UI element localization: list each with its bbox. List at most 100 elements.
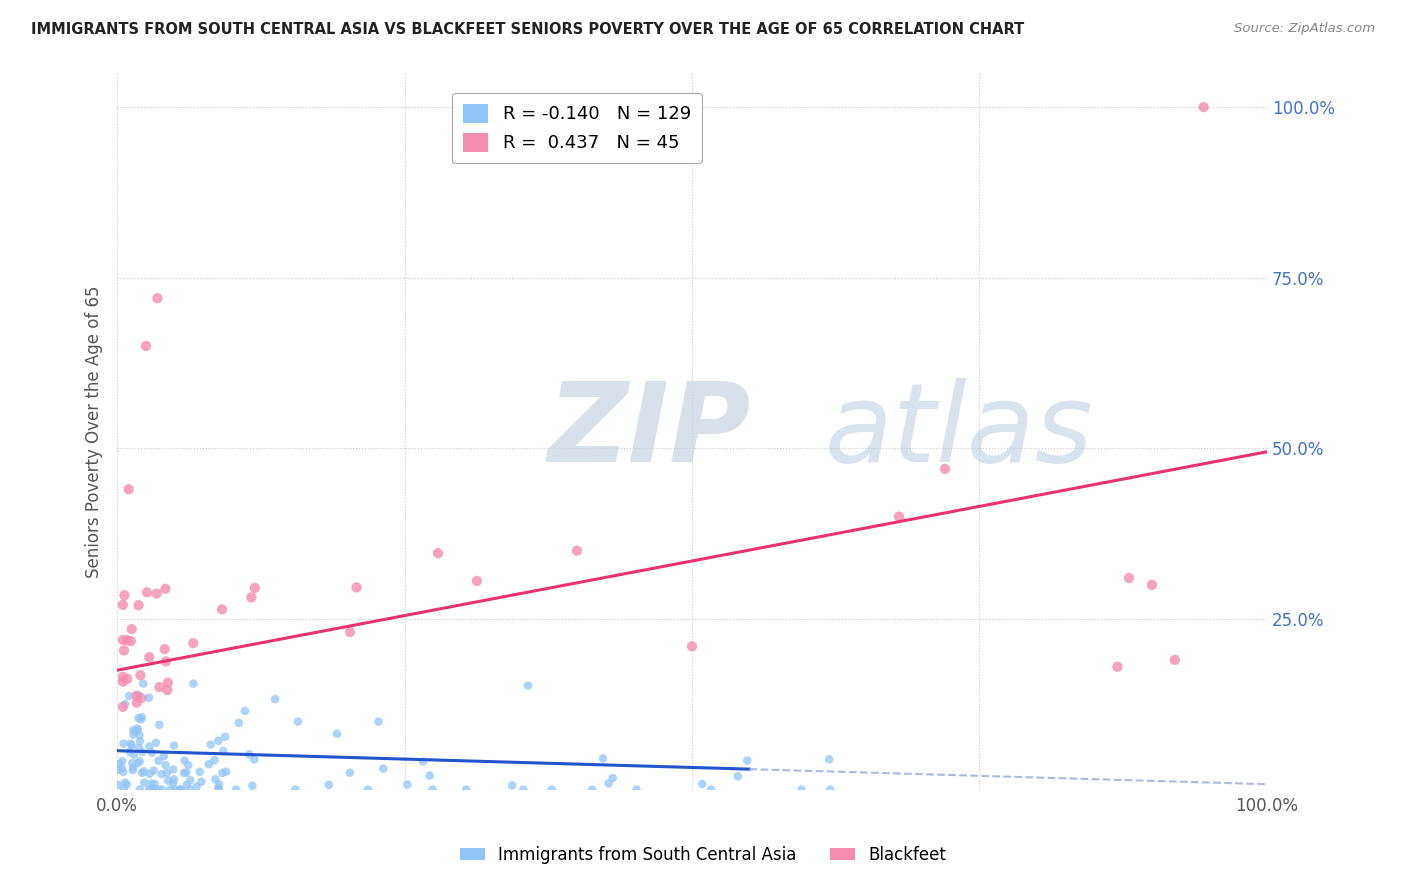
Point <box>240 779 263 793</box>
Point <box>132 764 155 779</box>
Point <box>1118 571 1140 585</box>
Point <box>122 761 145 775</box>
Point <box>169 782 191 797</box>
Point <box>111 674 134 689</box>
Point <box>419 768 441 782</box>
Text: Source: ZipAtlas.com: Source: ZipAtlas.com <box>1234 22 1375 36</box>
Point <box>131 765 153 780</box>
Point <box>142 764 165 778</box>
Point <box>339 765 361 780</box>
Point <box>357 782 380 797</box>
Point <box>124 724 146 739</box>
Point <box>287 714 309 729</box>
Y-axis label: Seniors Poverty Over the Age of 65: Seniors Poverty Over the Age of 65 <box>86 285 103 577</box>
Point <box>118 689 141 703</box>
Point <box>179 773 201 788</box>
Point <box>111 754 134 768</box>
Point <box>284 782 307 797</box>
Point <box>183 676 205 690</box>
Point <box>465 574 488 588</box>
Point <box>112 643 135 657</box>
Point <box>173 754 195 768</box>
Point <box>121 739 143 753</box>
Point <box>127 688 149 702</box>
Text: atlas: atlas <box>824 378 1092 484</box>
Point <box>1107 659 1129 673</box>
Point <box>517 679 540 693</box>
Point <box>214 730 236 744</box>
Point <box>626 782 648 797</box>
Point <box>165 782 187 797</box>
Point <box>111 699 134 714</box>
Point <box>163 772 186 787</box>
Point <box>143 782 166 797</box>
Point <box>422 782 444 797</box>
Point <box>188 764 211 779</box>
Point <box>128 598 150 612</box>
Point <box>598 776 620 790</box>
Point <box>934 462 956 476</box>
Point <box>121 756 143 771</box>
Point <box>138 766 160 780</box>
Point <box>115 633 138 648</box>
Point <box>112 737 135 751</box>
Point <box>155 654 177 668</box>
Point <box>233 704 256 718</box>
Point <box>125 689 148 703</box>
Point <box>120 634 142 648</box>
Point <box>136 585 159 599</box>
Point <box>346 581 368 595</box>
Point <box>204 772 226 787</box>
Point <box>131 710 153 724</box>
Point <box>143 777 166 791</box>
Point <box>150 782 173 797</box>
Point <box>159 782 181 797</box>
Point <box>207 781 229 796</box>
Point <box>501 779 523 793</box>
Point <box>412 755 434 769</box>
Point <box>145 586 167 600</box>
Point <box>162 776 184 790</box>
Point <box>146 291 169 305</box>
Point <box>170 782 193 797</box>
Point <box>190 774 212 789</box>
Point <box>128 740 150 755</box>
Point <box>108 757 131 772</box>
Point <box>512 782 534 797</box>
Point <box>198 757 221 772</box>
Point <box>367 714 389 729</box>
Point <box>122 723 145 738</box>
Point <box>115 778 138 792</box>
Point <box>128 782 150 797</box>
Point <box>204 753 226 767</box>
Point <box>107 763 129 777</box>
Point <box>339 625 361 640</box>
Point <box>186 780 208 794</box>
Point <box>818 752 841 766</box>
Point <box>373 762 395 776</box>
Point <box>141 776 163 790</box>
Point <box>690 777 713 791</box>
Point <box>212 744 235 758</box>
Point <box>155 582 177 596</box>
Point <box>148 782 170 797</box>
Point <box>141 746 163 760</box>
Point <box>177 758 200 772</box>
Point <box>592 751 614 765</box>
Point <box>128 754 150 768</box>
Point <box>135 339 157 353</box>
Point <box>120 737 142 751</box>
Point <box>396 777 419 791</box>
Point <box>1140 578 1163 592</box>
Point <box>157 773 180 788</box>
Point <box>122 747 145 762</box>
Point <box>176 765 198 780</box>
Point <box>139 782 162 797</box>
Point <box>112 764 135 779</box>
Point <box>131 745 153 759</box>
Point <box>602 771 624 785</box>
Point <box>129 668 152 682</box>
Point <box>211 602 233 616</box>
Point <box>114 775 136 789</box>
Point <box>112 782 135 797</box>
